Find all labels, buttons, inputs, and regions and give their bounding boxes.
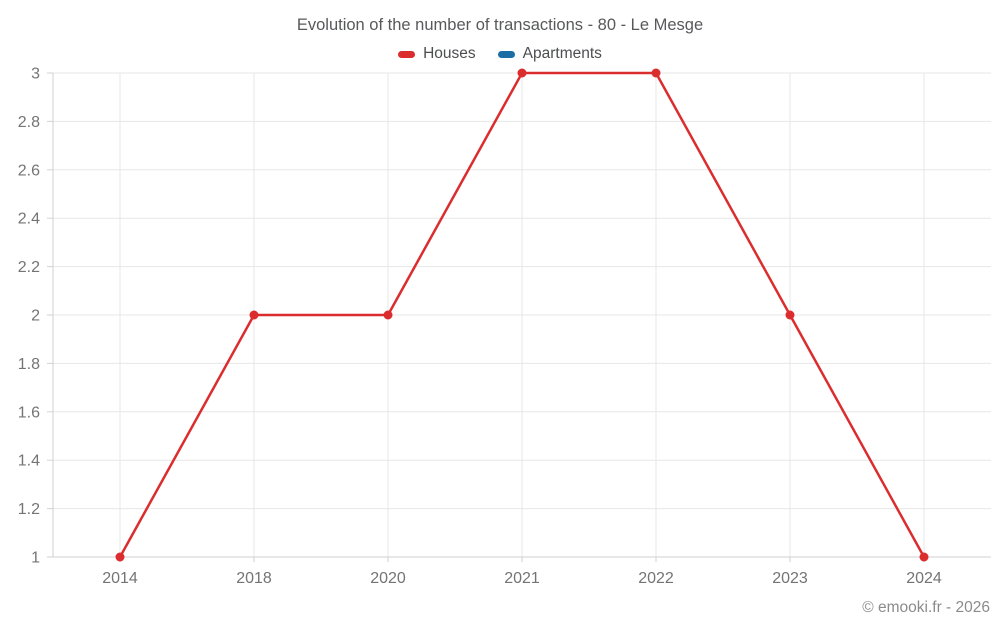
data-point-houses-2023[interactable] [785, 310, 795, 320]
y-tick-label: 1.8 [18, 356, 40, 373]
y-tick-label: 2.6 [18, 162, 40, 179]
x-tick-label: 2018 [236, 570, 272, 587]
y-tick-label: 3 [31, 66, 40, 83]
x-tick-label: 2023 [772, 570, 808, 587]
houses-swatch-icon [398, 50, 416, 58]
x-tick-label: 2022 [638, 570, 674, 587]
y-tick-label: 2.2 [18, 259, 40, 276]
data-point-houses-2018[interactable] [249, 310, 259, 320]
apartments-swatch-icon [497, 50, 515, 58]
copyright-credit: © emooki.fr - 2026 [862, 599, 990, 616]
data-point-houses-2014[interactable] [115, 552, 125, 562]
data-point-houses-2021[interactable] [517, 68, 527, 78]
x-tick-label: 2014 [102, 570, 138, 587]
legend-item-apartments[interactable]: Apartments [497, 45, 602, 63]
y-tick-label: 1.2 [18, 501, 40, 518]
data-point-houses-2020[interactable] [383, 310, 393, 320]
data-point-houses-2024[interactable] [919, 552, 929, 562]
legend-label-apartments: Apartments [522, 45, 602, 62]
legend-label-houses: Houses [423, 45, 476, 62]
y-tick-label: 1 [31, 550, 40, 567]
legend-item-houses[interactable]: Houses [398, 45, 476, 63]
data-point-houses-2022[interactable] [651, 68, 661, 78]
legend: Houses Apartments [0, 45, 1000, 63]
y-tick-label: 1.4 [18, 453, 40, 470]
y-tick-label: 1.6 [18, 404, 40, 421]
chart-title: Evolution of the number of transactions … [296, 16, 704, 34]
y-tick-label: 2 [31, 308, 40, 325]
x-tick-label: 2020 [370, 570, 406, 587]
x-tick-label: 2021 [504, 570, 540, 587]
y-tick-label: 2.4 [18, 211, 40, 228]
x-tick-label: 2024 [906, 570, 942, 587]
y-tick-label: 2.8 [18, 114, 40, 131]
